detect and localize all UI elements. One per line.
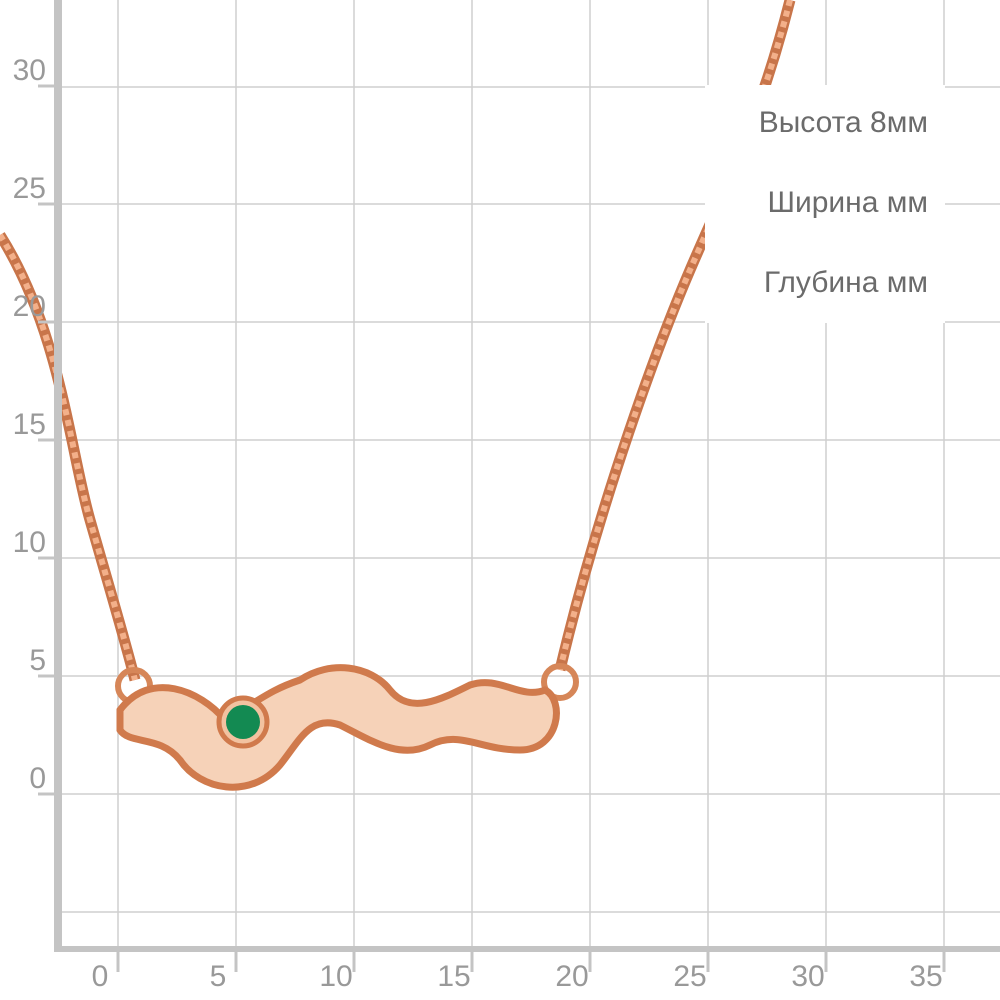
x-tick-label: 30 [791, 960, 824, 993]
x-tick-label: 25 [673, 960, 706, 993]
x-tick-label: 5 [210, 960, 227, 993]
x-tick-label: 15 [437, 960, 470, 993]
depth-label: Глубина мм [764, 266, 928, 299]
y-tick-label: 15 [13, 408, 46, 441]
chain-left-links [0, 233, 138, 681]
x-tick-label: 0 [92, 960, 109, 993]
emerald [226, 705, 260, 739]
x-tick-label: 35 [909, 960, 942, 993]
y-axis-line [54, 0, 62, 952]
jump-ring [541, 663, 579, 701]
y-tick-label: 25 [13, 172, 46, 205]
y-tick-label: 5 [29, 644, 46, 677]
height-label: Высота 8мм [759, 106, 928, 139]
grid [60, 0, 1000, 948]
info-box [705, 85, 945, 323]
x-tick-label: 20 [555, 960, 588, 993]
y-tick-label: 10 [13, 526, 46, 559]
y-tick-label: 0 [29, 762, 46, 795]
pendant [116, 664, 560, 791]
y-tick-label: 20 [13, 290, 46, 323]
width-label: Ширина мм [767, 186, 928, 219]
x-tick-label: 10 [319, 960, 352, 993]
x-axis-line [54, 946, 1000, 952]
y-tick-label: 30 [13, 54, 46, 87]
